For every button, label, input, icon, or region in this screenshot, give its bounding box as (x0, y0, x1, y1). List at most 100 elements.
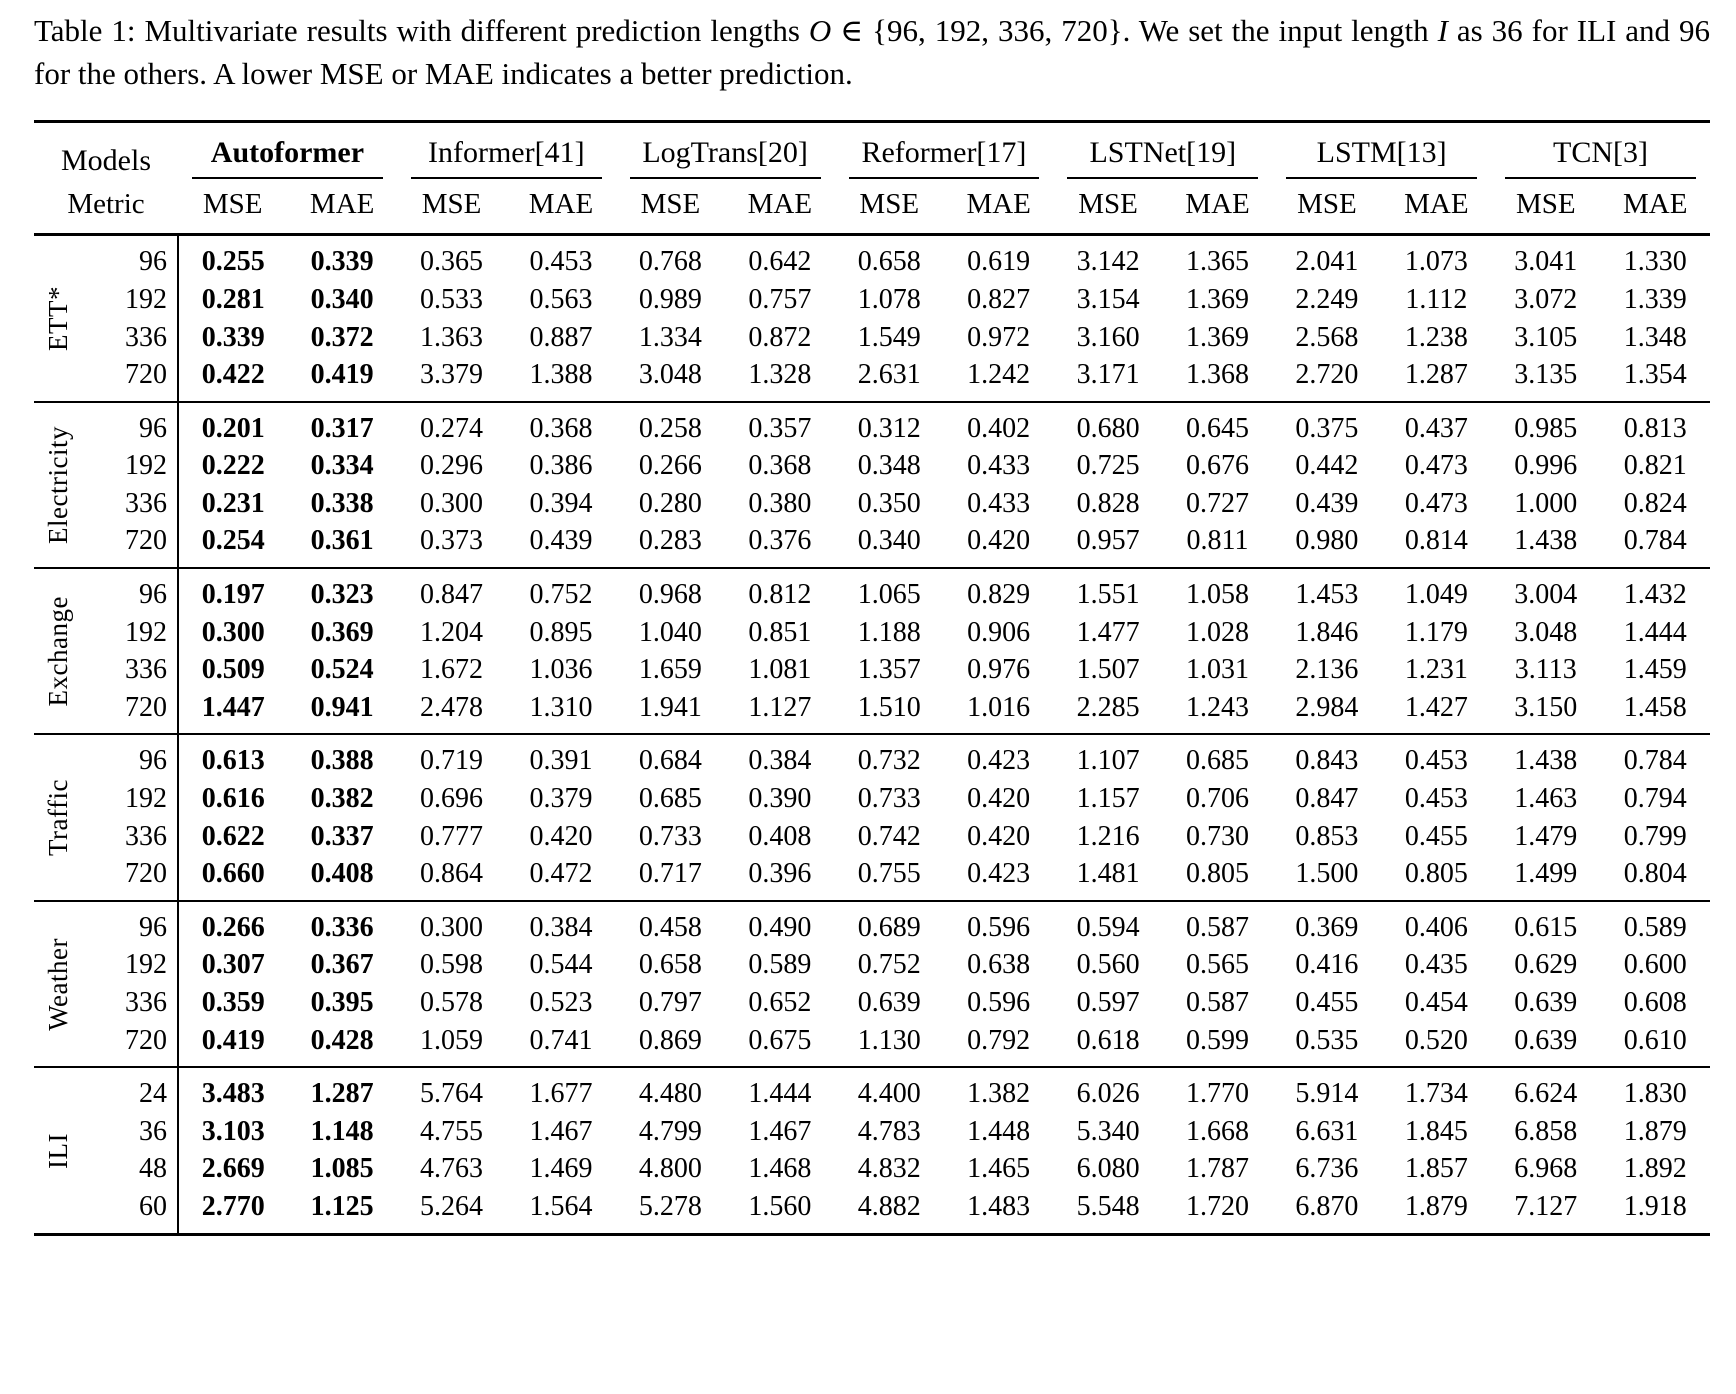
value-cell: 0.600 (1623, 949, 1687, 981)
value-cell: 0.985 (1491, 400, 1601, 448)
value-cell: 0.428 (310, 1024, 374, 1056)
value-cell: 0.509 (201, 654, 265, 686)
value-cell: 1.438 (1491, 733, 1601, 781)
value-cell: 6.870 (1295, 1190, 1359, 1222)
value-cell: 1.941 (638, 691, 702, 723)
value-cell: 0.458 (615, 899, 726, 947)
value-cell: 0.386 (529, 450, 593, 482)
value-cell: 0.847 (1295, 783, 1359, 815)
value-cell: 0.384 (506, 899, 616, 947)
value-cell: 0.727 (1186, 487, 1249, 519)
value-cell: 0.658 (638, 949, 702, 981)
value-cell: 5.764 (396, 1066, 507, 1113)
value-cell: 1.073 (1381, 233, 1492, 281)
value-cell: 1.065 (834, 567, 944, 614)
value-cell: 0.433 (967, 450, 1031, 482)
value-cell: 0.312 (834, 400, 944, 448)
value-cell: 2.285 (1076, 691, 1140, 723)
value-cell: 5.278 (638, 1190, 702, 1222)
value-cell: 0.642 (725, 233, 835, 281)
value-cell: 1.465 (967, 1153, 1031, 1185)
prediction-length: 96 (82, 233, 179, 281)
value-cell: 0.685 (1162, 733, 1273, 781)
value-cell: 1.310 (529, 691, 593, 723)
metric-mae-header: MAE (506, 178, 616, 237)
value-cell: 0.336 (287, 899, 397, 947)
value-cell: 6.968 (1514, 1153, 1578, 1185)
value-cell: 1.499 (1514, 858, 1578, 890)
model-name: Autoformer (192, 135, 383, 179)
value-cell: 1.363 (420, 321, 484, 353)
metric-mae-header: MAE (725, 178, 835, 237)
value-cell: 0.388 (287, 733, 397, 781)
value-cell: 0.768 (615, 233, 726, 281)
table-row: 336 0.339 0.372 1.363 0.887 1.334 0.872 1.549 0.… (34, 318, 1710, 357)
value-cell: 0.419 (201, 1024, 265, 1056)
value-cell: 0.622 (201, 820, 265, 852)
value-cell: 6.624 (1491, 1066, 1601, 1113)
value-cell: 5.914 (1272, 1066, 1382, 1113)
value-cell: 0.254 (201, 525, 265, 557)
value-cell: 0.578 (420, 987, 484, 1019)
value-cell: 0.359 (201, 987, 265, 1019)
value-cell: 0.453 (1404, 783, 1468, 815)
value-cell: 0.804 (1623, 858, 1687, 890)
value-cell: 0.323 (287, 567, 397, 614)
table-row: 720 0.422 0.419 3.379 1.388 3.048 1.328 2.631 1.… (34, 356, 1710, 402)
value-cell: 0.334 (310, 450, 374, 482)
table-caption: Table 1: Multivariate results with diffe… (34, 10, 1710, 96)
value-cell: 1.564 (529, 1190, 593, 1222)
value-cell: 6.736 (1295, 1153, 1359, 1185)
table-row: 336 0.359 0.395 0.578 0.523 0.797 0.652 0.639 0.… (34, 984, 1710, 1022)
value-cell: 1.918 (1623, 1190, 1687, 1222)
metric-mae-header: MAE (943, 178, 1054, 237)
value-cell: 0.437 (1381, 400, 1492, 448)
value-cell: 0.828 (1076, 487, 1140, 519)
value-cell: 2.720 (1295, 359, 1359, 391)
value-cell: 0.639 (1514, 1024, 1578, 1056)
value-cell: 0.675 (748, 1024, 812, 1056)
dataset-name: Weather (42, 937, 73, 1031)
value-cell: 0.725 (1076, 450, 1140, 482)
value-cell: 5.340 (1076, 1115, 1140, 1147)
value-cell: 1.127 (748, 691, 812, 723)
value-cell: 1.458 (1623, 691, 1687, 723)
value-cell: 3.103 (201, 1115, 265, 1147)
value-cell: 1.365 (1162, 233, 1273, 281)
value-cell: 1.510 (857, 691, 921, 723)
value-cell: 1.668 (1186, 1115, 1249, 1147)
value-cell: 1.031 (1186, 654, 1249, 686)
value-cell: 0.368 (748, 450, 812, 482)
value-cell: 1.059 (420, 1024, 484, 1056)
value-cell: 0.197 (178, 567, 288, 614)
value-cell: 0.296 (420, 450, 484, 482)
value-cell: 0.887 (529, 321, 593, 353)
value-cell: 0.455 (1295, 987, 1359, 1019)
value-cell: 0.660 (201, 858, 265, 890)
value-cell: 3.041 (1491, 233, 1601, 281)
value-cell: 1.463 (1514, 783, 1578, 815)
caption-label: Table 1: (34, 13, 136, 48)
value-cell: 0.757 (748, 283, 812, 315)
value-cell: 0.976 (967, 654, 1031, 686)
models-header: Models (61, 143, 151, 177)
value-cell: 4.799 (638, 1115, 702, 1147)
dataset-name: Electricity (42, 426, 73, 545)
value-cell: 0.680 (1053, 400, 1163, 448)
value-cell: 0.843 (1272, 733, 1382, 781)
dataset-name: ILI (42, 1132, 73, 1169)
model-name: LSTNet[19] (1067, 135, 1259, 179)
value-cell: 0.594 (1053, 899, 1163, 947)
value-cell: 0.420 (967, 820, 1031, 852)
table-row: 720 0.419 0.428 1.059 0.741 0.869 0.675 1.130 0.… (34, 1021, 1710, 1068)
value-cell: 1.348 (1623, 321, 1687, 353)
value-cell: 0.805 (1186, 858, 1249, 890)
table-row: 720 0.254 0.361 0.373 0.439 0.283 0.376 0.340 0.… (34, 522, 1710, 569)
model-name: Reformer[17] (848, 135, 1040, 179)
value-cell: 0.472 (529, 858, 593, 890)
value-cell: 0.895 (529, 616, 593, 648)
prediction-length: 192 (82, 613, 179, 652)
table-row: 192 0.616 0.382 0.696 0.379 0.685 0.390 0.733 0.… (34, 780, 1710, 818)
value-cell: 1.448 (967, 1115, 1031, 1147)
value-cell: 0.348 (857, 450, 921, 482)
